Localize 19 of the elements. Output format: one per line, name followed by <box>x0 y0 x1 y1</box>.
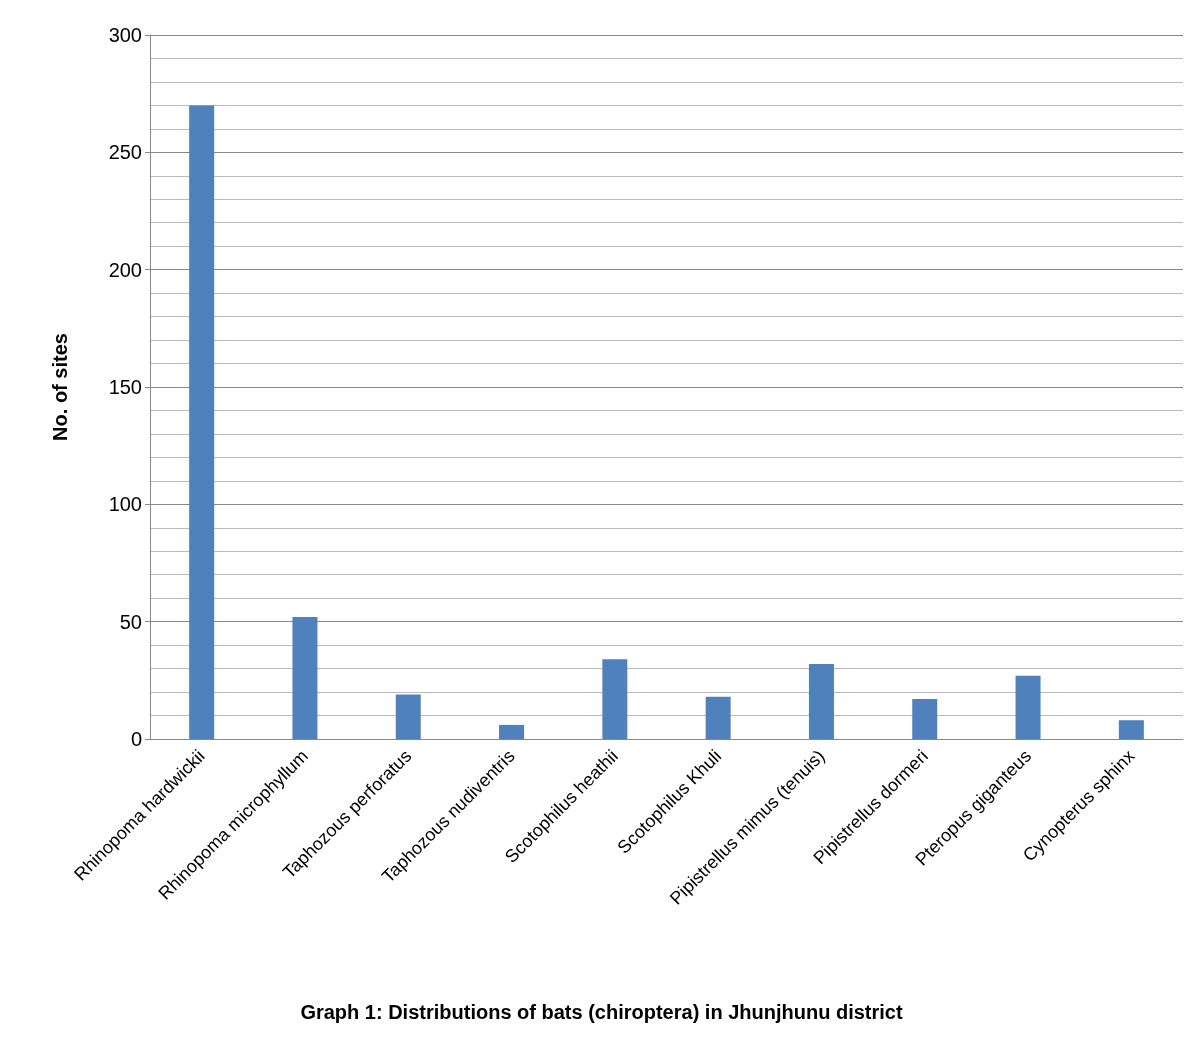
bar <box>189 105 215 739</box>
y-tick-label: 300 <box>108 24 142 46</box>
y-tick-label: 150 <box>108 376 142 398</box>
bar <box>1118 720 1144 739</box>
y-tick-label: 50 <box>119 610 142 633</box>
y-tick-label: 100 <box>108 493 142 516</box>
bar <box>1015 675 1041 739</box>
bar <box>705 696 731 739</box>
bar <box>292 616 318 739</box>
bar <box>808 663 834 739</box>
y-tick-label: 0 <box>130 728 142 750</box>
bar <box>499 724 525 739</box>
bar <box>912 699 938 739</box>
y-axis-title: No. of sites <box>49 333 71 441</box>
y-tick-label: 200 <box>108 258 142 281</box>
text: Graph 1: Distributions of bats (chiroptera) in Jhunjhunu district <box>300 1001 903 1023</box>
bar <box>602 659 628 739</box>
y-tick-label: 250 <box>108 141 142 164</box>
bar <box>395 694 421 739</box>
